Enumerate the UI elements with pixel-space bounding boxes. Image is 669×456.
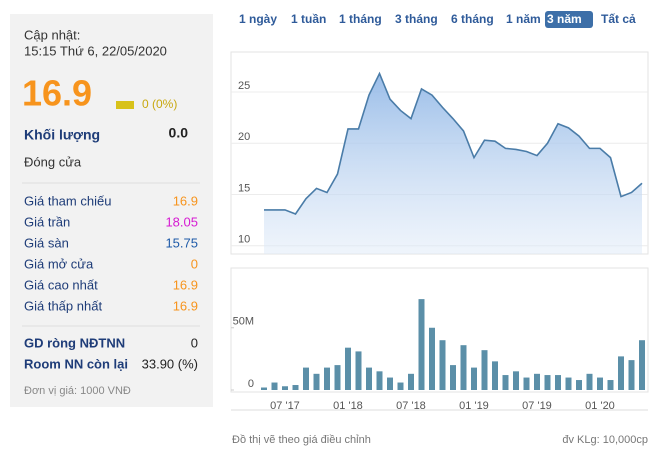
range-button[interactable]: 1 tuần [291, 12, 326, 26]
volume-label: Khối lượng [24, 127, 100, 143]
volume-bar [345, 347, 351, 390]
range-button[interactable]: Tất cả [601, 12, 636, 26]
volume-bar [387, 377, 393, 390]
row-label: Giá sàn [24, 235, 69, 250]
volume-bar [429, 327, 435, 390]
volume-bar [607, 380, 614, 390]
x-tick-label: 07 '19 [522, 400, 552, 412]
volume-bar [565, 377, 572, 390]
volume-bar [334, 365, 341, 390]
x-tick-label: 07 '17 [270, 400, 300, 412]
note: Đơn vị giá: 1000 VNĐ [24, 385, 131, 397]
x-tick-label: 01 '18 [333, 400, 363, 412]
volume-bar [418, 299, 425, 390]
range-button[interactable]: 1 năm [506, 12, 541, 26]
range-button[interactable]: 1 ngày [239, 12, 277, 26]
range-button[interactable]: 6 tháng [451, 12, 494, 26]
change-icon [116, 101, 134, 109]
volume-bar [481, 350, 488, 390]
y-tick-label: 25 [238, 80, 250, 92]
volume-bar [502, 375, 509, 390]
volume-bar [460, 345, 467, 390]
volume-bar [534, 373, 540, 390]
volume-bar [376, 371, 383, 390]
volume-bar [639, 340, 645, 390]
range-button[interactable]: 1 tháng [339, 12, 382, 26]
x-tick-label: 07 '18 [396, 400, 426, 412]
row-label: Giá tham chiếu [24, 193, 111, 208]
volume-bar [292, 385, 299, 390]
info-panel [10, 14, 213, 407]
row-label: Giá thấp nhất [24, 298, 102, 313]
row-value: 18.05 [165, 214, 198, 229]
volume-bar [576, 380, 582, 390]
y-tick-label: 10 [238, 234, 250, 246]
area-fill [264, 73, 642, 255]
volume-bar [271, 382, 278, 390]
y-tick-label: 50M [233, 316, 254, 328]
volume-value: 0.0 [169, 125, 189, 141]
volume-bar [324, 367, 330, 390]
price: 16.9 [22, 73, 92, 114]
volume-bar [628, 360, 635, 390]
volume-bar [555, 375, 561, 390]
row-label: Giá mở cửa [24, 256, 94, 271]
row-value: 16.9 [173, 277, 198, 292]
row-value: 0 [191, 256, 198, 271]
status: Đóng cửa [24, 154, 82, 169]
y-tick-label: 0 [248, 378, 254, 390]
update-label: Cập nhật: [24, 27, 80, 42]
volume-bar [366, 367, 372, 390]
x-tick-label: 01 '19 [459, 400, 489, 412]
row-value: 0 [191, 335, 198, 350]
volume-bar [597, 377, 603, 390]
volume-bar [313, 373, 320, 390]
volume-bar [408, 373, 414, 390]
volume-bar [303, 367, 309, 390]
row-value: 16.9 [173, 298, 198, 313]
range-button-bg[interactable] [545, 11, 593, 28]
volume-bar [471, 367, 477, 390]
volume-bar [586, 373, 593, 390]
volume-bar [282, 386, 288, 390]
price-line [264, 71, 643, 215]
volume-bar [523, 377, 530, 390]
row-label: Giá cao nhất [24, 277, 98, 292]
row-value: 33.90 (%) [142, 356, 198, 371]
volume-frame [230, 267, 649, 393]
row-value: 16.9 [173, 193, 198, 208]
volume-bar [397, 382, 404, 390]
volume-bar [261, 387, 267, 390]
footer-right: đv KLg: 10,000cp [562, 434, 648, 446]
change: 0 (0%) [142, 97, 177, 111]
update-time: 15:15 Thứ 6, 22/05/2020 [24, 43, 167, 58]
volume-bar [618, 356, 624, 390]
range-button[interactable]: 3 năm [547, 12, 582, 26]
volume-bar [439, 340, 446, 390]
volume-bar [450, 365, 456, 390]
row-label: Giá trần [24, 214, 70, 229]
row-label: Room NN còn lại [24, 356, 128, 371]
volume-bar [513, 371, 519, 390]
y-tick-label: 20 [238, 131, 250, 143]
row-label: GD ròng NĐTNN [24, 335, 125, 350]
volume-bar [355, 351, 362, 390]
row-value: 15.75 [165, 235, 198, 250]
volume-bar [544, 375, 551, 390]
x-tick-label: 01 '20 [585, 400, 615, 412]
range-button[interactable]: 3 tháng [395, 12, 438, 26]
footer-left: Đồ thị vẽ theo giá điều chỉnh [232, 434, 371, 446]
y-tick-label: 15 [238, 182, 250, 194]
volume-bar [492, 361, 498, 390]
